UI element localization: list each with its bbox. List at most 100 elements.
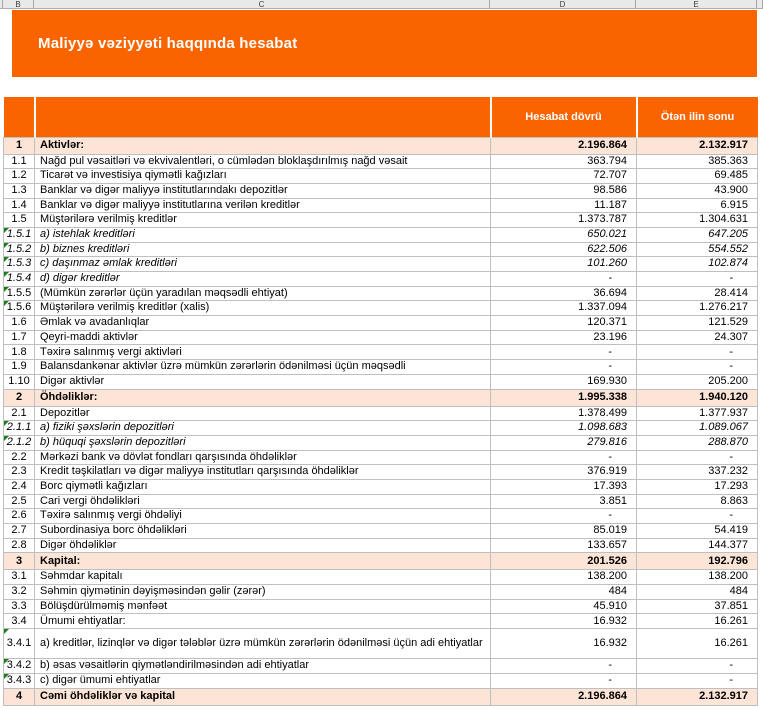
description-cell[interactable]: b) biznes kreditləri — [34, 241, 491, 258]
previous-period-value-cell[interactable]: - — [636, 359, 758, 375]
description-cell[interactable]: Səhmdar kapitalı — [34, 569, 491, 586]
description-cell[interactable]: Ümumi ehtiyatlar: — [34, 613, 491, 630]
previous-period-value-cell[interactable]: 69.485 — [636, 168, 758, 184]
row-number-cell[interactable]: 1.2 — [3, 168, 35, 184]
current-period-value-cell[interactable]: 85.019 — [490, 523, 637, 539]
description-cell[interactable]: Təxirə salınmış vergi aktivləri — [34, 344, 491, 361]
previous-period-value-cell[interactable]: 484 — [636, 584, 758, 600]
row-number-cell[interactable]: 2 — [3, 388, 35, 407]
current-period-value-cell[interactable]: 72.707 — [490, 168, 637, 184]
row-number-cell[interactable]: 1.9 — [3, 359, 35, 375]
description-cell[interactable]: d) digər kreditlər — [34, 271, 491, 287]
row-number-cell[interactable]: 3.4.2 — [3, 658, 35, 674]
previous-period-value-cell[interactable]: 337.232 — [636, 464, 758, 480]
previous-period-value-cell[interactable]: 102.874 — [636, 256, 758, 272]
previous-period-value-cell[interactable]: 24.307 — [636, 329, 758, 346]
row-number-cell[interactable]: 1 — [3, 136, 35, 155]
previous-period-value-cell[interactable]: 1.089.067 — [636, 420, 758, 436]
current-period-value-cell[interactable]: 3.851 — [490, 493, 637, 510]
previous-period-value-cell[interactable]: 288.870 — [636, 434, 758, 451]
column-letter-d[interactable]: D — [490, 0, 636, 8]
description-cell[interactable]: Digər aktivlər — [34, 373, 491, 390]
previous-period-header[interactable]: Ötən ilin sonu — [635, 97, 758, 137]
row-number-cell[interactable]: 1.5 — [3, 212, 35, 228]
row-number-cell[interactable]: 2.1 — [3, 405, 35, 422]
description-cell[interactable]: Nağd pul vəsaitləri və ekvivalentləri, o… — [34, 153, 491, 170]
row-number-cell[interactable]: 2.3 — [3, 464, 35, 480]
description-cell[interactable]: Müştərilərə verilmiş kreditlər — [34, 212, 491, 228]
current-period-value-cell[interactable]: 2.196.864 — [490, 136, 637, 155]
current-period-value-cell[interactable]: 1.378.499 — [490, 405, 637, 422]
description-cell[interactable]: Balansdankənar aktivlər üzrə mümkün zərə… — [34, 359, 491, 375]
description-cell[interactable]: Cəmi öhdəliklər və kapital — [34, 687, 491, 706]
current-period-value-cell[interactable]: 650.021 — [490, 226, 637, 243]
column-letter-e[interactable]: E — [636, 0, 757, 8]
previous-period-value-cell[interactable]: 16.261 — [636, 628, 758, 660]
previous-period-value-cell[interactable]: 1.377.937 — [636, 405, 758, 422]
previous-period-value-cell[interactable]: 205.200 — [636, 373, 758, 390]
previous-period-value-cell[interactable]: 385.363 — [636, 153, 758, 170]
previous-period-value-cell[interactable]: 6.915 — [636, 197, 758, 214]
row-number-cell[interactable]: 3.1 — [3, 569, 35, 586]
description-cell[interactable]: a) istehlak kreditləri — [34, 226, 491, 243]
previous-period-value-cell[interactable]: 37.851 — [636, 598, 758, 615]
row-number-cell[interactable]: 3 — [3, 552, 35, 571]
current-period-value-cell[interactable]: 45.910 — [490, 598, 637, 615]
current-period-value-cell[interactable]: 11.187 — [490, 197, 637, 214]
current-period-header[interactable]: Hesabat dövrü — [489, 97, 637, 137]
row-number-cell[interactable]: 2.1.1 — [3, 420, 35, 436]
previous-period-value-cell[interactable]: 1.276.217 — [636, 300, 758, 317]
previous-period-value-cell[interactable]: 43.900 — [636, 182, 758, 199]
row-number-cell[interactable]: 3.4 — [3, 613, 35, 630]
description-cell[interactable]: Müştərilərə verilmiş kreditlər (xalis) — [34, 300, 491, 317]
current-period-value-cell[interactable]: 2.196.864 — [490, 687, 637, 706]
previous-period-value-cell[interactable]: - — [636, 344, 758, 361]
current-period-value-cell[interactable]: - — [490, 449, 637, 466]
row-number-cell[interactable]: 1.8 — [3, 344, 35, 361]
row-number-cell[interactable]: 1.5.3 — [3, 256, 35, 272]
current-period-value-cell[interactable]: 169.930 — [490, 373, 637, 390]
previous-period-value-cell[interactable]: 17.293 — [636, 478, 758, 495]
column-letter-c[interactable]: C — [34, 0, 490, 8]
description-cell[interactable]: b) hüquqi şəxslərin depozitləri — [34, 434, 491, 451]
row-number-header-cell[interactable] — [3, 97, 35, 137]
current-period-value-cell[interactable]: - — [490, 508, 637, 524]
previous-period-value-cell[interactable]: 1.940.120 — [636, 388, 758, 407]
previous-period-value-cell[interactable]: 1.304.631 — [636, 212, 758, 228]
row-number-cell[interactable]: 1.5.6 — [3, 300, 35, 317]
current-period-value-cell[interactable]: 1.337.094 — [490, 300, 637, 317]
current-period-value-cell[interactable]: 138.200 — [490, 569, 637, 586]
description-cell[interactable]: Öhdəliklər: — [34, 388, 491, 407]
row-number-cell[interactable]: 2.7 — [3, 523, 35, 539]
description-cell[interactable]: Banklar və digər maliyyə institutlarında… — [34, 182, 491, 199]
previous-period-value-cell[interactable]: 138.200 — [636, 569, 758, 586]
description-cell[interactable]: (Mümkün zərərlər üçün yaradılan məqsədli… — [34, 285, 491, 302]
current-period-value-cell[interactable]: 16.932 — [490, 613, 637, 630]
current-period-value-cell[interactable]: 17.393 — [490, 478, 637, 495]
description-cell[interactable]: Kapital: — [34, 552, 491, 571]
current-period-value-cell[interactable]: 23.196 — [490, 329, 637, 346]
row-number-cell[interactable]: 1.5.1 — [3, 226, 35, 243]
previous-period-value-cell[interactable]: 554.552 — [636, 241, 758, 258]
description-cell[interactable]: Bölüşdürülməmiş mənfəət — [34, 598, 491, 615]
current-period-value-cell[interactable]: 1.098.683 — [490, 420, 637, 436]
previous-period-value-cell[interactable]: - — [636, 658, 758, 674]
current-period-value-cell[interactable]: 201.526 — [490, 552, 637, 571]
previous-period-value-cell[interactable]: 28.414 — [636, 285, 758, 302]
previous-period-value-cell[interactable]: 2.132.917 — [636, 687, 758, 706]
current-period-value-cell[interactable]: 376.919 — [490, 464, 637, 480]
current-period-value-cell[interactable]: - — [490, 658, 637, 674]
previous-period-value-cell[interactable]: 192.796 — [636, 552, 758, 571]
description-cell[interactable]: a) fiziki şəxslərin depozitləri — [34, 420, 491, 436]
previous-period-value-cell[interactable]: 54.419 — [636, 523, 758, 539]
description-cell[interactable]: Səhmin qiymətinin dəyişməsindən gəlir (z… — [34, 584, 491, 600]
current-period-value-cell[interactable]: - — [490, 271, 637, 287]
row-number-cell[interactable]: 2.2 — [3, 449, 35, 466]
row-number-cell[interactable]: 1.5.5 — [3, 285, 35, 302]
description-cell[interactable]: Mərkəzi bank və dövlət fondları qarşısın… — [34, 449, 491, 466]
description-cell[interactable]: Qeyri-maddi aktivlər — [34, 329, 491, 346]
row-number-cell[interactable]: 2.6 — [3, 508, 35, 524]
description-cell[interactable]: Cari vergi öhdəlikləri — [34, 493, 491, 510]
row-number-cell[interactable]: 1.5.4 — [3, 271, 35, 287]
current-period-value-cell[interactable]: 133.657 — [490, 537, 637, 554]
